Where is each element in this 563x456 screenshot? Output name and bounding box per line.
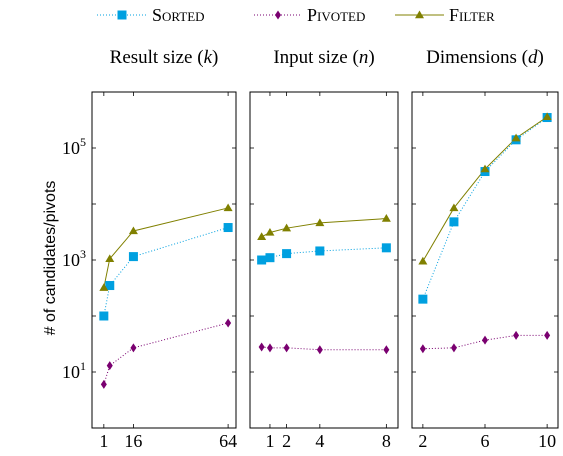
point-sorted: [381, 243, 391, 253]
panel-1: Result size (k) 101 103 105 1 16 64: [62, 47, 237, 451]
point-pivoted: [383, 345, 390, 355]
panel-title: Input size (n): [273, 47, 374, 68]
point-sorted: [265, 253, 275, 263]
y-tick-label: 101: [62, 359, 86, 382]
series-line-sorted: [261, 247, 387, 261]
series-line-sorted: [103, 227, 229, 317]
panel-2: Input size (n) 1 2 4 8: [249, 47, 399, 451]
y-tick-label: 103: [62, 247, 86, 270]
point-sorted: [418, 294, 428, 304]
series-line-pivoted: [261, 346, 387, 351]
point-filter: [105, 254, 115, 263]
point-filter: [480, 164, 490, 173]
point-filter: [223, 203, 233, 212]
point-pivoted: [316, 345, 323, 355]
legend-marker-sorted: [117, 10, 127, 20]
point-pivoted: [266, 343, 273, 353]
point-filter: [315, 218, 325, 227]
point-pivoted: [283, 343, 290, 353]
x-tick-label: 4: [315, 431, 324, 451]
point-pivoted: [482, 335, 488, 345]
point-sorted: [449, 217, 459, 227]
x-tick-label: 64: [219, 431, 237, 451]
point-pivoted: [544, 330, 551, 340]
x-tick-label: 1: [265, 431, 274, 451]
x-tick-label: 16: [124, 431, 142, 451]
plot-frame: [91, 91, 237, 429]
plot-frame: [411, 91, 559, 429]
point-pivoted: [258, 342, 265, 352]
panel-3: Dimensions (d) 2 6 10: [411, 47, 559, 451]
legend-marker-pivoted: [275, 10, 281, 20]
panel-title: Result size (k): [110, 47, 219, 68]
point-pivoted: [513, 330, 520, 340]
legend-marker-filter: [415, 10, 424, 19]
series-line-filter: [103, 207, 229, 288]
point-sorted: [257, 255, 267, 265]
legend-item-pivoted: Pivoted: [254, 5, 365, 25]
x-tick-label: 6: [481, 431, 490, 451]
panel-title: Dimensions (d): [426, 47, 544, 68]
legend-item-sorted: Sorted: [97, 5, 205, 25]
point-filter: [257, 232, 267, 240]
point-sorted: [223, 223, 233, 233]
legend-label-filter: Filter: [449, 5, 495, 25]
point-filter: [418, 256, 428, 265]
point-pivoted: [419, 344, 426, 354]
legend-label-pivoted: Pivoted: [307, 5, 365, 25]
point-sorted: [105, 281, 115, 291]
x-tick-label: 8: [382, 431, 391, 451]
point-filter: [99, 283, 109, 291]
point-filter: [449, 203, 459, 212]
point-filter: [511, 133, 521, 142]
series-line-filter: [422, 116, 548, 262]
point-filter: [265, 227, 275, 236]
point-sorted: [282, 249, 292, 259]
legend: Sorted Pivoted Filter: [97, 5, 495, 25]
point-filter: [381, 214, 391, 222]
x-tick-label: 2: [418, 431, 427, 451]
y-tick-label: 105: [62, 135, 86, 158]
legend-label-sorted: Sorted: [152, 5, 205, 25]
point-sorted: [99, 311, 109, 321]
point-filter: [542, 112, 552, 121]
series-line-pivoted: [103, 322, 229, 385]
point-pivoted: [130, 343, 137, 353]
series-line-sorted: [422, 117, 548, 300]
point-sorted: [315, 246, 325, 256]
point-filter: [128, 226, 138, 235]
point-pivoted: [450, 343, 457, 353]
point-pivoted: [225, 318, 232, 328]
series-line-filter: [261, 218, 387, 238]
x-tick-label: 1: [99, 431, 108, 451]
x-tick-label: 2: [282, 431, 291, 451]
y-axis-label: # of candidates/pivots: [42, 181, 59, 336]
point-filter: [282, 223, 292, 232]
point-pivoted: [106, 361, 113, 371]
point-sorted: [128, 252, 138, 262]
legend-item-filter: Filter: [395, 5, 495, 25]
point-pivoted: [100, 379, 107, 389]
x-tick-label: 10: [538, 431, 556, 451]
